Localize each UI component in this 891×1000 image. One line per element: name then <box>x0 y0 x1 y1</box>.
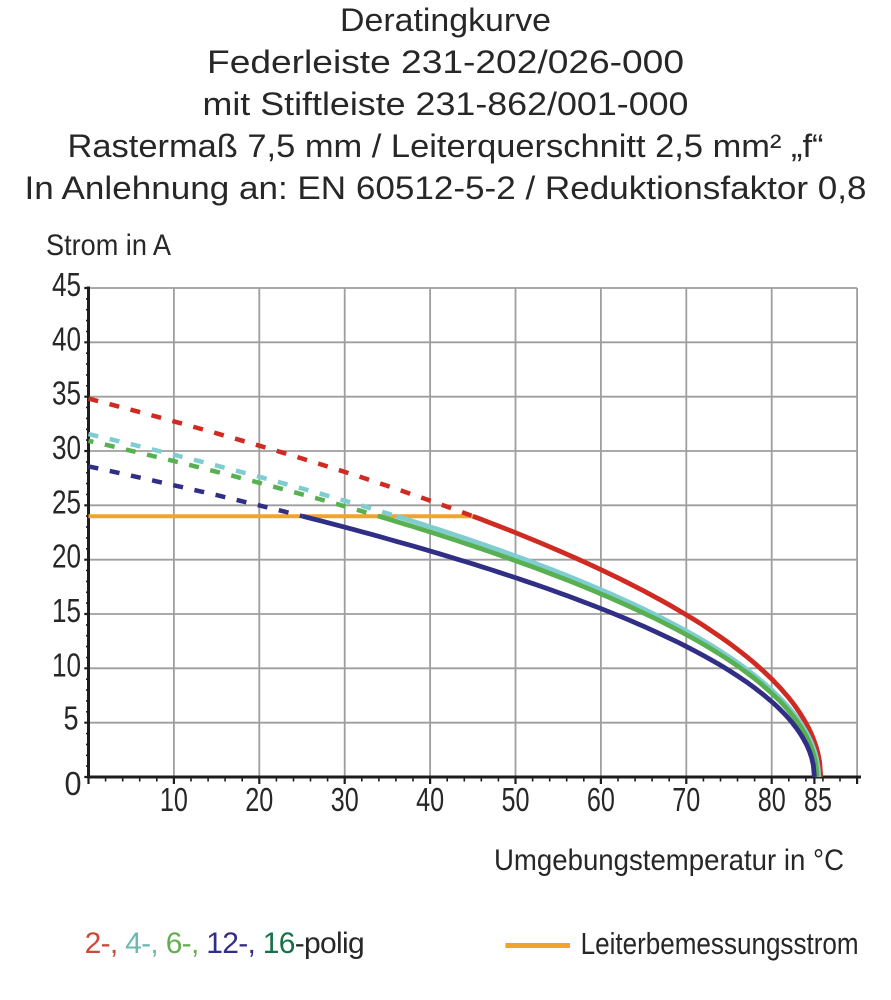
svg-text:10: 10 <box>160 782 188 819</box>
svg-text:15: 15 <box>52 593 81 630</box>
svg-text:70: 70 <box>672 782 700 819</box>
svg-text:10: 10 <box>52 647 81 684</box>
svg-text:5: 5 <box>64 701 79 738</box>
svg-text:40: 40 <box>52 321 81 358</box>
svg-text:2-, 4-, 6-, 12-, 16-polig: 2-, 4-, 6-, 12-, 16-polig <box>85 927 364 960</box>
svg-text:60: 60 <box>587 782 615 819</box>
svg-text:Leiterbemessungsstrom: Leiterbemessungsstrom <box>581 926 859 961</box>
svg-text:Rastermaß 7,5 mm / Leiterquers: Rastermaß 7,5 mm / Leiterquerschnitt 2,5… <box>68 128 824 164</box>
svg-text:Umgebungstemperatur in °C: Umgebungstemperatur in °C <box>494 844 844 877</box>
svg-text:25: 25 <box>52 484 81 521</box>
svg-text:Federleiste 231-202/026-000: Federleiste 231-202/026-000 <box>207 44 684 80</box>
svg-text:45: 45 <box>52 267 81 304</box>
svg-text:85: 85 <box>804 782 832 819</box>
svg-text:50: 50 <box>502 782 530 819</box>
svg-text:20: 20 <box>245 782 273 819</box>
svg-text:35: 35 <box>52 376 81 413</box>
svg-text:80: 80 <box>758 782 786 819</box>
svg-text:In Anlehnung an: EN 60512-5-2: In Anlehnung an: EN 60512-5-2 / Reduktio… <box>25 170 867 206</box>
svg-text:20: 20 <box>52 539 81 576</box>
svg-text:Deratingkurve: Deratingkurve <box>340 2 551 38</box>
svg-text:30: 30 <box>331 782 359 819</box>
svg-text:0: 0 <box>65 766 82 803</box>
svg-text:30: 30 <box>52 430 81 467</box>
svg-text:mit Stiftleiste 231-862/001-00: mit Stiftleiste 231-862/001-000 <box>203 86 689 122</box>
svg-text:40: 40 <box>416 782 444 819</box>
svg-text:Strom in A: Strom in A <box>46 229 171 262</box>
